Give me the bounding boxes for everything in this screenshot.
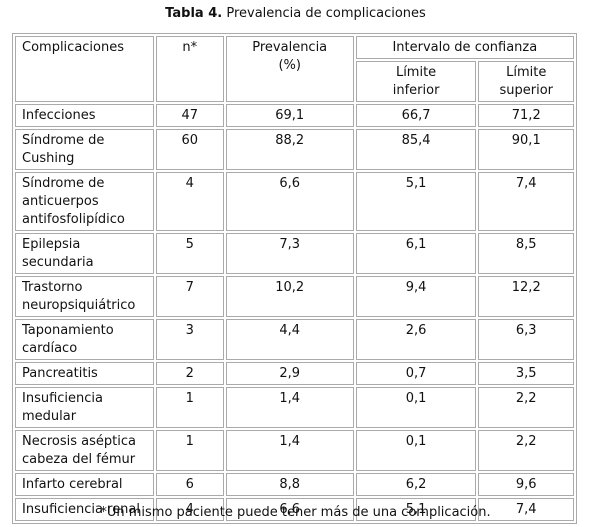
cell: 2,9 (225, 362, 354, 385)
cell: 4,4 (225, 319, 354, 360)
title: Tabla 4. Prevalencia de complicaciones (0, 0, 591, 28)
cell: 60 (155, 129, 224, 170)
footnote: *Un mismo paciente puede tener más de un… (100, 505, 491, 520)
cell: 7,4 (478, 172, 574, 231)
cell: 0,7 (355, 362, 477, 385)
table-row: Taponamiento cardíaco 3 4,4 2,6 6,3 (15, 319, 574, 360)
table-row: Insuficiencia medular 1 1,4 0,1 2,2 (15, 387, 574, 428)
cell: 6,1 (355, 233, 477, 274)
cell: 4 (155, 498, 224, 521)
header-cell: Prevalencia (%) (225, 36, 354, 102)
header-cell: Intervalo de confianza (355, 36, 574, 59)
row-label: Síndrome de anticuerpos antifosfolipídic… (15, 172, 154, 231)
row-label: Pancreatitis (15, 362, 154, 385)
cell: 9,4 (355, 276, 477, 317)
cell: 3 (155, 319, 224, 360)
cell: 85,4 (355, 129, 477, 170)
table-row: Trastorno neuropsiquiátrico 7 10,2 9,4 12,2 (15, 276, 574, 317)
cell: 88,2 (225, 129, 354, 170)
cell: 5,1 (355, 498, 477, 521)
cell: 0,1 (355, 387, 477, 428)
row-label: Epilepsia secundaria (15, 233, 154, 274)
cell: 9,6 (478, 473, 574, 496)
cell: 6 (155, 473, 224, 496)
cell: 7,4 (478, 498, 574, 521)
cell: 1,4 (225, 387, 354, 428)
table-row: Infecciones 47 69,1 66,7 71,2 (15, 104, 574, 127)
table-row: Epilepsia secundaria 5 7,3 6,1 8,5 (15, 233, 574, 274)
cell: 1 (155, 387, 224, 428)
title-label: Tabla 4. (165, 6, 223, 21)
header-row: Complicaciones n* Prevalencia (%) Interv… (15, 36, 574, 102)
row-label: Necrosis aséptica cabeza del fémur (15, 430, 154, 471)
cell: 47 (155, 104, 224, 127)
cell: 1,4 (225, 430, 354, 471)
table-row: Insuficiencia renal 4 6,6 5,1 7,4 (15, 498, 574, 521)
table-row: Síndrome de anticuerpos antifosfolipídic… (15, 172, 574, 231)
header-cell: n* (155, 36, 224, 102)
cell: 2,2 (478, 387, 574, 428)
cell: 5 (155, 233, 224, 274)
cell: 12,2 (478, 276, 574, 317)
table-row: Infarto cerebral 6 8,8 6,2 9,6 (15, 473, 574, 496)
cell: 5,1 (355, 172, 477, 231)
cell: 8,8 (225, 473, 354, 496)
table-row: Pancreatitis 2 2,9 0,7 3,5 (15, 362, 574, 385)
table-body: Complicaciones n* Prevalencia (%) Interv… (15, 36, 574, 521)
cell: 2,2 (478, 430, 574, 471)
cell: 7 (155, 276, 224, 317)
row-label: Trastorno neuropsiquiátrico (15, 276, 154, 317)
cell: 6,3 (478, 319, 574, 360)
row-label: Insuficiencia medular (15, 387, 154, 428)
row-label: Insuficiencia renal (15, 498, 154, 521)
cell: 6,6 (225, 498, 354, 521)
cell: 7,3 (225, 233, 354, 274)
cell: 71,2 (478, 104, 574, 127)
cell: 66,7 (355, 104, 477, 127)
cell: 2,6 (355, 319, 477, 360)
header-cell: Complicaciones (15, 36, 154, 102)
table-row: Necrosis aséptica cabeza del fémur 1 1,4 0,… (15, 430, 574, 471)
header-cell: Límite superior (478, 61, 574, 102)
row-label: Taponamiento cardíaco (15, 319, 154, 360)
cell: 2 (155, 362, 224, 385)
cell: 8,5 (478, 233, 574, 274)
row-label: Infarto cerebral (15, 473, 154, 496)
cell: 6,2 (355, 473, 477, 496)
cell: 69,1 (225, 104, 354, 127)
cell: 10,2 (225, 276, 354, 317)
title-text: Prevalencia de complicaciones (226, 6, 426, 21)
table-row: Síndrome de Cushing 60 88,2 85,4 90,1 (15, 129, 574, 170)
cell: 4 (155, 172, 224, 231)
header-cell: Límite inferior (355, 61, 477, 102)
table: Complicaciones n* Prevalencia (%) Interv… (12, 33, 577, 524)
cell: 1 (155, 430, 224, 471)
cell: 90,1 (478, 129, 574, 170)
cell: 6,6 (225, 172, 354, 231)
cell: 0,1 (355, 430, 477, 471)
row-label: Síndrome de Cushing (15, 129, 154, 170)
row-label: Infecciones (15, 104, 154, 127)
cell: 3,5 (478, 362, 574, 385)
header-row: Límite inferior Límite superior (15, 61, 574, 102)
